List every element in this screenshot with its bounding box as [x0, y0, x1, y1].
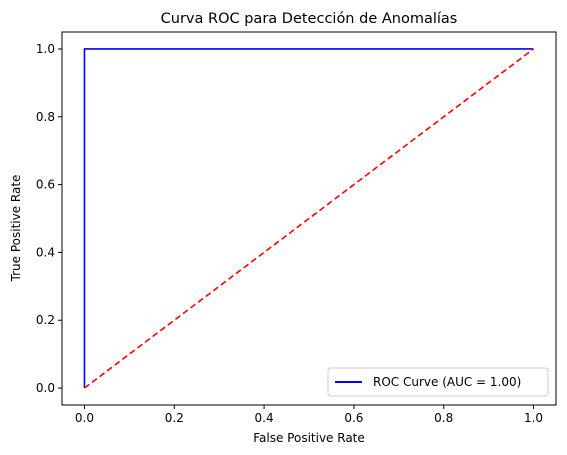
- y-tick-label: 0.4: [36, 245, 55, 259]
- x-tick-label: 1.0: [524, 411, 543, 425]
- legend: ROC Curve (AUC = 1.00): [327, 367, 549, 397]
- chart-title: Curva ROC para Detección de Anomalías: [161, 11, 458, 27]
- y-tick-label: 0.2: [36, 313, 55, 327]
- x-tick-label: 0.0: [75, 411, 94, 425]
- plot-area: [61, 31, 557, 406]
- x-axis-ticks: 0.0 0.2 0.4 0.6 0.8 1.0: [75, 405, 543, 425]
- legend-label-roc: ROC Curve (AUC = 1.00): [373, 375, 521, 389]
- y-tick-label: 0.8: [36, 110, 55, 124]
- random-baseline-line: [83, 48, 535, 389]
- x-tick-label: 0.2: [165, 411, 184, 425]
- roc-curve-line: [83, 48, 534, 389]
- y-tick-label: 0.0: [36, 381, 55, 395]
- y-axis-ticks: 0.0 0.2 0.4 0.6 0.8 1.0: [36, 42, 62, 395]
- x-axis-label: False Positive Rate: [253, 431, 365, 445]
- x-tick-label: 0.8: [434, 411, 453, 425]
- x-tick-label: 0.6: [344, 411, 363, 425]
- y-tick-label: 1.0: [36, 42, 55, 56]
- series-layer: [83, 48, 535, 389]
- y-tick-label: 0.6: [36, 178, 55, 192]
- plot-frame: [61, 31, 557, 406]
- y-axis-label: True Positive Rate: [9, 175, 23, 283]
- x-tick-label: 0.4: [255, 411, 274, 425]
- legend-box: [327, 367, 549, 397]
